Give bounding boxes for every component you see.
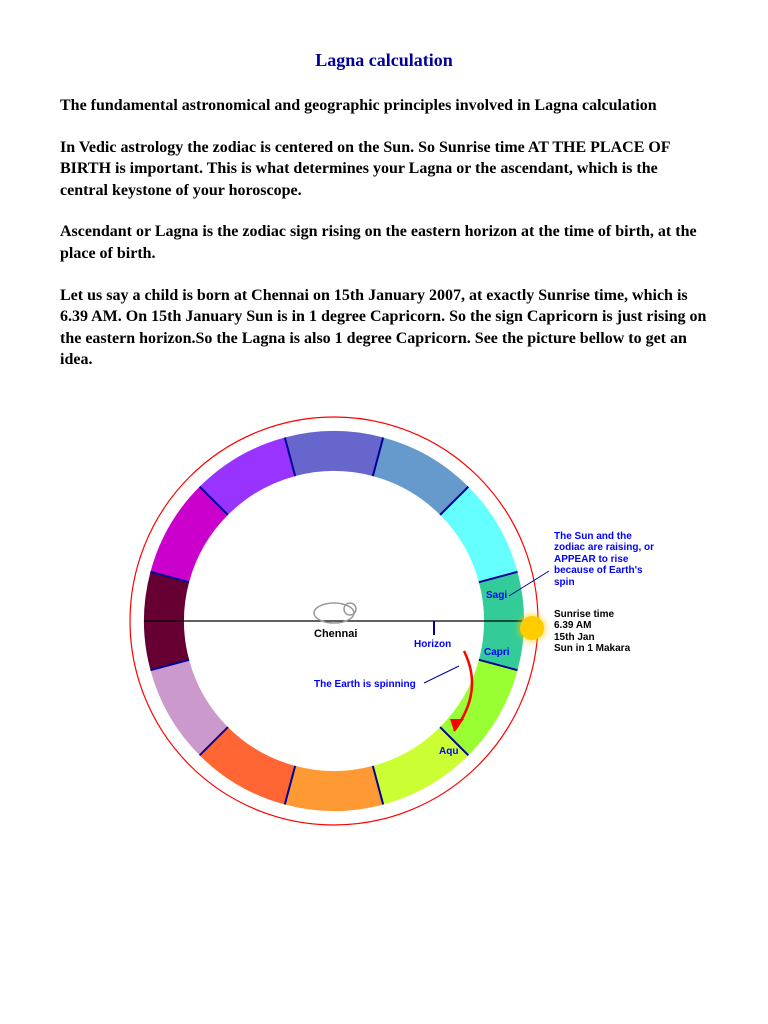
rise-annotation: The Sun and the zodiac are raising, or A… [554,531,664,589]
aqu-label: Aqu [439,746,458,758]
connector-line [424,666,459,683]
intro-para-3: Ascendant or Lagna is the zodiac sign ri… [60,221,708,264]
sunrise-annotation: Sunrise time 6.39 AM 15th Jan Sun in 1 M… [554,609,674,655]
capri-label: Capri [484,647,510,659]
intro-para-2: In Vedic astrology the zodiac is centere… [60,137,708,202]
horizon-label: Horizon [414,639,451,651]
diagram-container: The Sun and the zodiac are raising, or A… [60,391,708,861]
spin-label: The Earth is spinning [314,679,416,691]
zodiac-segment [285,766,383,811]
intro-para-1: The fundamental astronomical and geograp… [60,95,708,117]
sun-icon [520,616,544,640]
zodiac-diagram: The Sun and the zodiac are raising, or A… [104,391,664,861]
sagi-label: Sagi [486,590,507,602]
zodiac-segment [285,431,383,476]
intro-para-4: Let us say a child is born at Chennai on… [60,285,708,371]
page-title: Lagna calculation [60,50,708,71]
baby-icon [314,603,356,623]
chennai-label: Chennai [314,628,357,641]
